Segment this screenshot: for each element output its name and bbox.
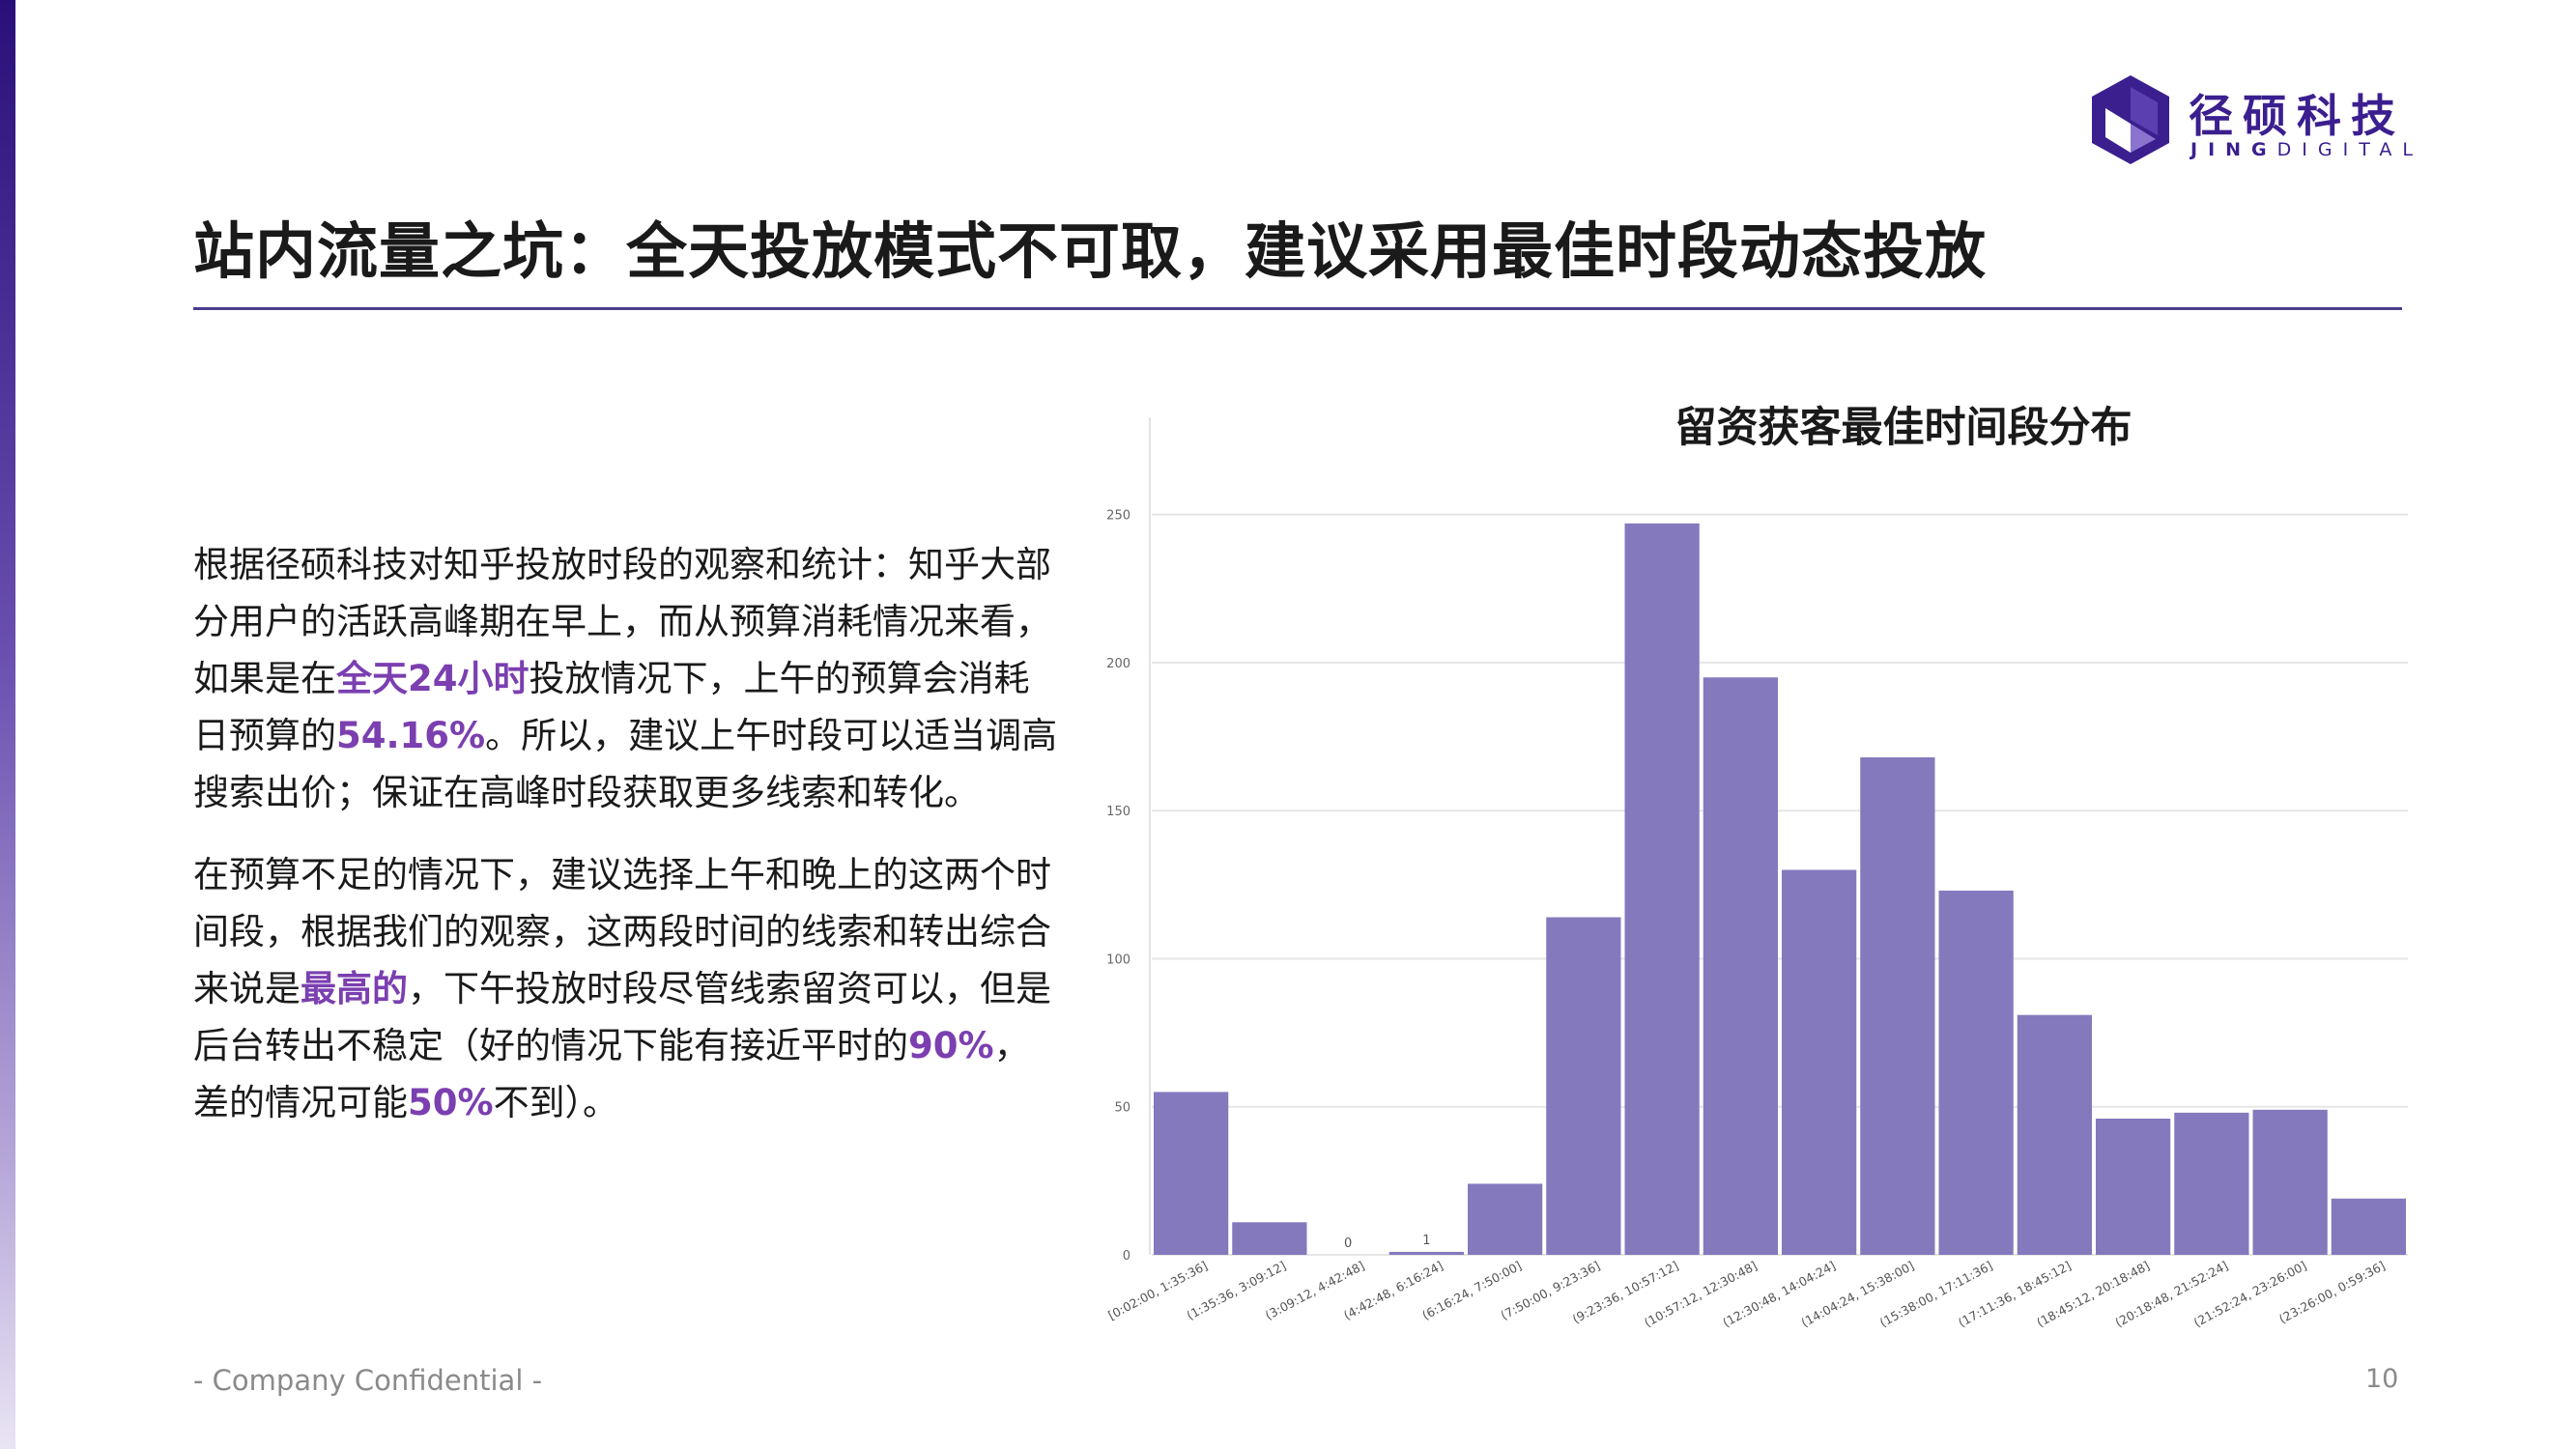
- bar: [2331, 1198, 2406, 1255]
- bar: [1468, 1183, 1543, 1255]
- body-text-run: 在预算不足的情况下，建议选择上午和晚上的这两个时间段，根据我们的观察，这两段时间…: [193, 854, 1051, 1009]
- y-tick-label: 0: [1123, 1249, 1131, 1264]
- data-label: 0: [1344, 1236, 1352, 1251]
- chart-title: 留资获客最佳时间段分布: [1674, 404, 2132, 452]
- highlight-text: 90%: [908, 1025, 994, 1066]
- highlight-text: 54.16%: [336, 715, 486, 756]
- y-tick-label: 100: [1106, 952, 1131, 967]
- y-tick-label: 50: [1114, 1101, 1131, 1116]
- body-text-run: 投放情况下，上午的预算会消耗日预算的: [193, 658, 1030, 756]
- brand-logo: 径硕科技 JINGDIGITAL: [2092, 75, 2413, 167]
- body-paragraph-2: 在预算不足的情况下，建议选择上午和晚上的这两个时间段，根据我们的观察，这两段时间…: [193, 846, 1063, 1131]
- bar: [1546, 917, 1621, 1255]
- body-text: 根据径硕科技对知乎投放时段的观察和统计：知乎大部分用户的活跃高峰期在早上，而从预…: [193, 536, 1063, 1156]
- y-tick-label: 250: [1106, 509, 1131, 524]
- title-divider: [193, 307, 2402, 310]
- bar: [1624, 523, 1700, 1255]
- bar: [1938, 890, 2014, 1255]
- page-title: 站内流量之坑：全天投放模式不可取，建议采用最佳时段动态投放: [193, 216, 1987, 287]
- brand-name-en-light: DIGITAL: [2276, 139, 2423, 160]
- body-text-run: ，差的情况可能: [193, 1025, 1030, 1123]
- body-text-run: ，下午投放时段尽管线索留资可以，但是后台转出不稳定（好的情况下能有接近平时的: [193, 968, 1051, 1066]
- bar: [2017, 1014, 2092, 1255]
- body-text-run: 不到）。: [493, 1082, 619, 1123]
- side-accent-bar: [0, 0, 15, 1449]
- y-tick-label: 150: [1106, 805, 1131, 819]
- bar: [1782, 869, 1857, 1255]
- body-text-run: 。所以，建议上午时段可以适当调高搜索出价；保证在高峰时段获取更多线索和转化。: [193, 715, 1058, 813]
- bar: [1388, 1251, 1464, 1255]
- bar: [1154, 1092, 1229, 1255]
- footer-confidential: - Company Confidential -: [193, 1364, 543, 1397]
- brand-name-cn: 径硕科技: [2189, 90, 2405, 142]
- y-tick-label: 200: [1106, 657, 1131, 671]
- brand-name-en-bold: JING: [2190, 139, 2277, 160]
- bar: [2252, 1109, 2328, 1255]
- data-label: 1: [1422, 1234, 1430, 1248]
- bar: [2174, 1112, 2249, 1255]
- body-text-run: 根据径硕科技对知乎投放时段的观察和统计：知乎大部分用户的活跃高峰期在早上，而从预…: [193, 544, 1051, 699]
- highlight-text: 最高的: [301, 968, 408, 1009]
- highlight-text: 50%: [408, 1082, 494, 1123]
- highlight-text: 全天24小时: [336, 658, 530, 699]
- bar: [1860, 757, 1935, 1255]
- body-paragraph-1: 根据径硕科技对知乎投放时段的观察和统计：知乎大部分用户的活跃高峰期在早上，而从预…: [193, 536, 1063, 821]
- bar: [1703, 677, 1778, 1255]
- bar: [1232, 1222, 1307, 1255]
- page-number: 10: [2365, 1364, 2399, 1394]
- bar: [2096, 1118, 2171, 1255]
- chart: 留资获客最佳时间段分布 0 50 100 150 200 250 0 1 [0:02:00, 1…: [1063, 377, 2416, 1401]
- brand-logo-icon: [2092, 75, 2169, 164]
- brand-name-en: JINGDIGITAL: [2190, 139, 2423, 160]
